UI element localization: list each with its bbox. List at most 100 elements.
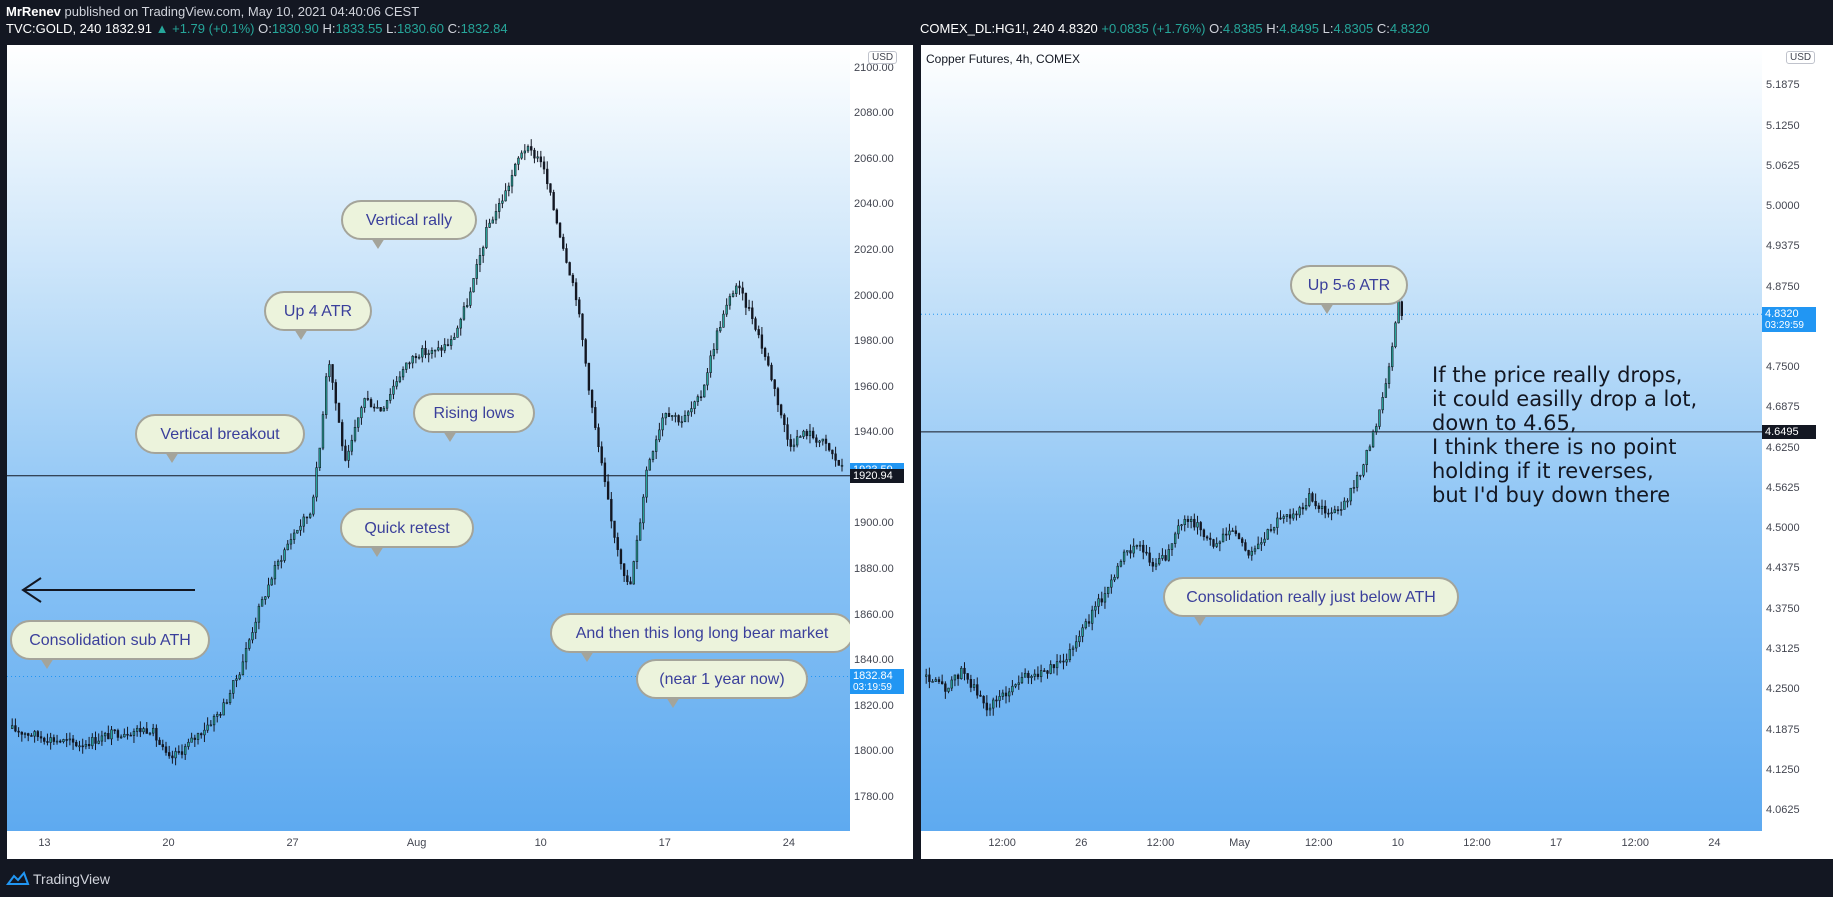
right-ohlc-legend: COMEX_DL:HG1!, 240 4.8320 +0.0835 (+1.76… bbox=[920, 21, 1430, 36]
annotation-vertical-rally[interactable]: Vertical rally bbox=[341, 200, 477, 249]
candle-body bbox=[1151, 561, 1155, 567]
candle-body bbox=[62, 739, 65, 742]
candle-body bbox=[219, 714, 222, 716]
candle-body bbox=[1145, 551, 1148, 554]
candle-body bbox=[555, 209, 559, 224]
price-tag-value: 1920.94 bbox=[853, 469, 893, 482]
left-ohlc-legend: TVC:GOLD, 240 1832.91 ▲ +1.79 (+0.1%) O:… bbox=[6, 21, 508, 36]
candle-body bbox=[498, 203, 501, 212]
price-tag[interactable]: 4.8320 03:29:59 bbox=[1762, 307, 1816, 333]
candle-body bbox=[84, 743, 88, 747]
candle-body bbox=[373, 406, 376, 409]
candle-body bbox=[443, 344, 446, 351]
annotation-long-bear-market[interactable]: And then this long long bear market bbox=[550, 613, 850, 662]
candle-body bbox=[773, 379, 776, 389]
tradingview-logo-icon[interactable] bbox=[6, 870, 30, 888]
gold-chart-pane[interactable]: Vertical rally Up 4 ATR Vertical breakou… bbox=[7, 45, 850, 831]
candle-body bbox=[719, 326, 722, 332]
copper-currency-badge[interactable]: USD bbox=[1786, 51, 1816, 64]
candle-body bbox=[472, 278, 475, 293]
annotation-text: Consolidation sub ATH bbox=[29, 632, 191, 649]
candle-body bbox=[1288, 514, 1292, 519]
candle-body bbox=[1052, 664, 1056, 669]
candle-body bbox=[180, 751, 184, 755]
copper-candles-svg bbox=[921, 294, 1762, 717]
candle-body bbox=[158, 739, 161, 745]
candle-body bbox=[312, 496, 315, 515]
annotation-near-1-year[interactable]: (near 1 year now) bbox=[636, 659, 808, 708]
gold-currency-badge[interactable]: USD bbox=[868, 51, 898, 64]
annotation-rising-lows[interactable]: Rising lows bbox=[413, 393, 535, 442]
annotation-up-5-6-atr[interactable]: Up 5-6 ATR bbox=[1290, 265, 1408, 314]
annotation-consolidation-sub-ath[interactable]: Consolidation sub ATH bbox=[10, 620, 210, 669]
tradingview-brand[interactable]: TradingView bbox=[33, 871, 111, 887]
right-symbol[interactable]: COMEX_DL:HG1!, 240 bbox=[920, 21, 1055, 36]
publish-info: MrRenev published on TradingView.com, Ma… bbox=[6, 4, 419, 19]
x-tick-label: 12:00 bbox=[1146, 837, 1175, 849]
price-tag[interactable]: 4.6495 bbox=[1762, 424, 1816, 439]
y-tick-label: 4.2500 bbox=[1766, 683, 1800, 696]
candle-body bbox=[1065, 659, 1068, 663]
candle-body bbox=[1084, 621, 1087, 629]
candle-body bbox=[257, 605, 261, 623]
candle-body bbox=[1381, 397, 1384, 411]
candle-body bbox=[693, 401, 696, 409]
candle-body bbox=[712, 349, 716, 357]
candle-body bbox=[562, 236, 565, 249]
candle-body bbox=[1298, 507, 1301, 516]
copper-time-axis[interactable]: 12:00 26 12:00 May 12:00 10 12:00 17 12:00 24 bbox=[921, 831, 1833, 859]
y-tick-label: 1960.00 bbox=[854, 380, 894, 393]
candle-body bbox=[1397, 301, 1400, 324]
trade-note-text[interactable]: If the price really drops, it could easi… bbox=[1432, 363, 1698, 507]
candle-body bbox=[937, 679, 941, 682]
candle-body bbox=[1215, 543, 1218, 547]
publish-date: published on TradingView.com, May 10, 20… bbox=[64, 4, 420, 19]
left-o-label: O: bbox=[258, 21, 272, 36]
candle-body bbox=[151, 727, 155, 734]
price-tag[interactable]: 1920.94 bbox=[850, 468, 904, 483]
annotation-text: Vertical rally bbox=[365, 212, 453, 229]
candle-body bbox=[1362, 464, 1365, 476]
candle-body bbox=[613, 520, 616, 538]
candle-body bbox=[667, 413, 671, 417]
annotation-up-4-atr[interactable]: Up 4 ATR bbox=[264, 291, 372, 340]
candle-body bbox=[145, 728, 148, 734]
gold-price-axis[interactable]: 2100.00 2080.00 2060.00 2040.00 2020.00 2000.… bbox=[850, 45, 913, 831]
candle-body bbox=[998, 696, 1001, 701]
annotation-consolidation-below-ath[interactable]: Consolidation really just below ATH bbox=[1163, 577, 1459, 626]
left-arrow-icon[interactable] bbox=[19, 575, 199, 605]
copper-chart-pane[interactable]: Up 5-6 ATR Consolidation really just bel… bbox=[921, 45, 1762, 831]
right-low: 4.8305 bbox=[1333, 21, 1374, 36]
author-name[interactable]: MrRenev bbox=[6, 4, 61, 19]
candle-body bbox=[1247, 549, 1250, 556]
x-tick-label: 10 bbox=[534, 837, 547, 849]
copper-price-axis[interactable]: 5.18755.12505.06255.00004.93754.87504.81… bbox=[1762, 45, 1833, 831]
left-h-label: H: bbox=[322, 21, 336, 36]
left-symbol[interactable]: TVC:GOLD, 240 bbox=[6, 21, 102, 36]
candle-body bbox=[161, 744, 164, 748]
candle-body bbox=[507, 185, 510, 192]
candle-body bbox=[341, 422, 344, 447]
candle-body bbox=[465, 305, 469, 307]
candle-body bbox=[1253, 548, 1257, 552]
candle-body bbox=[645, 469, 648, 498]
annotation-quick-retest[interactable]: Quick retest bbox=[340, 508, 474, 557]
candle-body bbox=[469, 291, 472, 306]
candle-body bbox=[308, 513, 312, 518]
candle-body bbox=[1039, 670, 1043, 677]
candle-body bbox=[385, 400, 389, 409]
candle-body bbox=[1071, 647, 1075, 650]
right-l-label: L: bbox=[1322, 21, 1334, 36]
candle-body bbox=[687, 411, 690, 416]
candle-body bbox=[760, 334, 764, 349]
price-tag[interactable]: 1832.84 03:19:59 bbox=[850, 669, 904, 695]
candle-body bbox=[1119, 561, 1123, 567]
candle-body bbox=[427, 353, 430, 356]
candle-body bbox=[408, 362, 411, 365]
candle-body bbox=[1014, 684, 1017, 687]
candle-body bbox=[779, 404, 783, 416]
gold-time-axis[interactable]: 13 20 27 Aug 10 17 24 bbox=[7, 831, 913, 859]
price-tag-countdown: 03:19:59 bbox=[853, 682, 892, 694]
annotation-vertical-breakout[interactable]: Vertical breakout bbox=[135, 414, 305, 463]
price-tag-value: 4.8320 bbox=[1765, 308, 1799, 321]
